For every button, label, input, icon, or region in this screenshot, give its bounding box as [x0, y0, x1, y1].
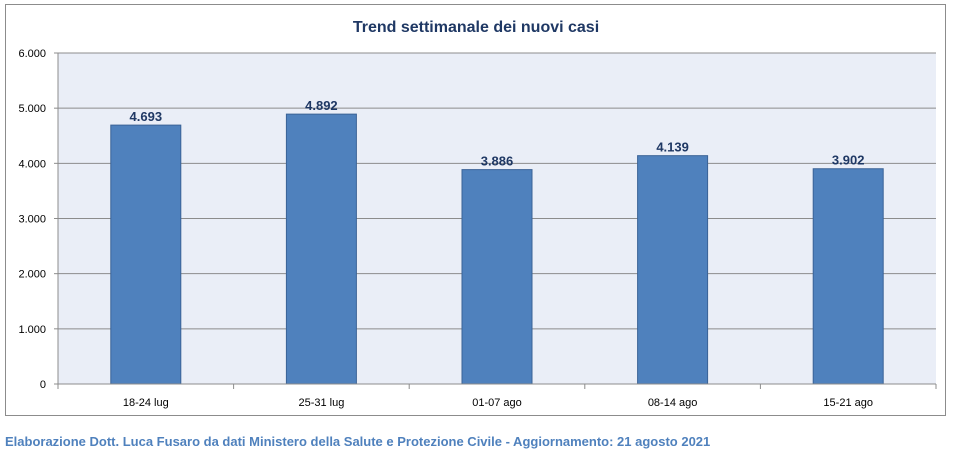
x-tick-label: 01-07 ago: [472, 397, 522, 409]
y-tick-label: 3.000: [18, 214, 46, 226]
chart-title: Trend settimanale dei nuovi casi: [353, 19, 599, 36]
y-tick-label: 1.000: [18, 324, 46, 336]
bar-15-21-ago: [812, 168, 884, 385]
y-tick-label: 5.000: [18, 103, 46, 115]
x-tick-label: 18-24 lug: [123, 397, 169, 409]
bar-18-24-lug: [110, 124, 182, 385]
x-tick-label: 25-31 lug: [298, 397, 344, 409]
data-labels: 4.693 4.892 3.886 4.139 3.902: [130, 98, 865, 168]
data-label: 3.902: [832, 153, 865, 168]
x-tick-label: 15-21 ago: [823, 397, 873, 409]
bar-01-07-ago: [461, 169, 533, 385]
x-axis-tick-labels: 18-24 lug 25-31 lug 01-07 ago 08-14 ago 15-2…: [57, 384, 937, 409]
x-tick-label: 08-14 ago: [648, 397, 698, 409]
data-label: 4.693: [130, 109, 163, 124]
bar-25-31-lug: [285, 113, 357, 385]
source-credit: Elaborazione Dott. Luca Fusaro da dati M…: [5, 434, 711, 449]
y-axis-tick-labels: 0 1.000 2.000 3.000 4.000 5.000 6.000: [18, 48, 46, 391]
y-tick-label: 0: [40, 379, 46, 391]
bar-08-14-ago: [637, 155, 709, 385]
chart-frame: Trend settimanale dei nuovi casi 0 1.000 2…: [5, 4, 946, 416]
y-tick-label: 6.000: [18, 48, 46, 60]
data-label: 4.892: [305, 98, 338, 113]
data-label: 4.139: [656, 140, 689, 155]
y-tick-label: 2.000: [18, 269, 46, 281]
data-label: 3.886: [481, 154, 514, 169]
bars: [110, 113, 884, 385]
y-tick-label: 4.000: [18, 158, 46, 170]
bar-chart: Trend settimanale dei nuovi casi 0 1.000 2…: [18, 19, 937, 409]
